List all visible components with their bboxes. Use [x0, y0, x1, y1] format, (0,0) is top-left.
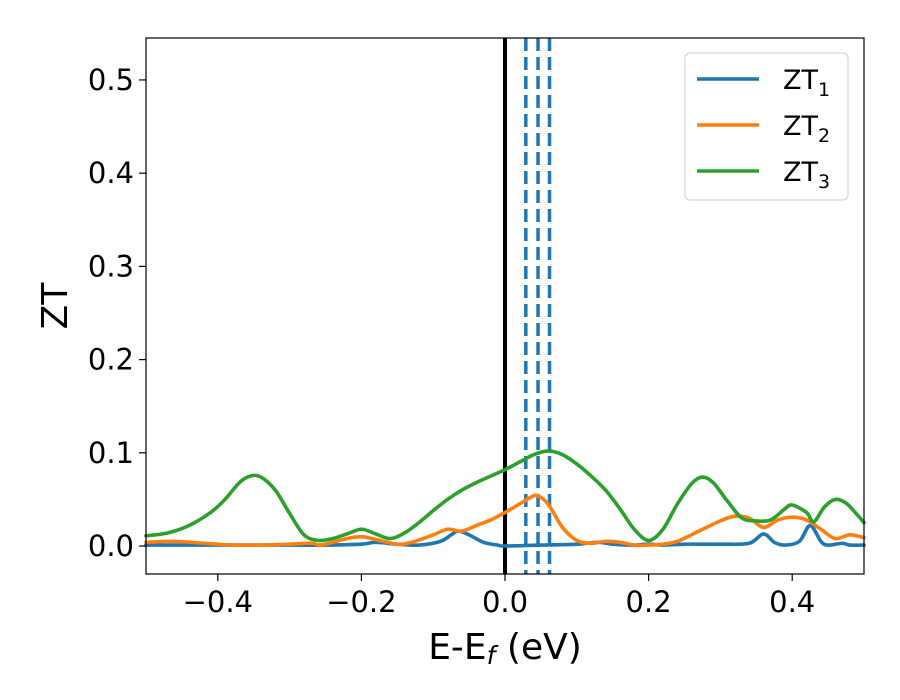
x-axis-title: E-Ef (eV): [428, 627, 582, 670]
y-tick-label: 0.1: [88, 436, 134, 470]
x-tick-label: 0.0: [482, 585, 528, 619]
series-line-zt2: [144, 493, 866, 548]
x-tick-label: −0.2: [326, 585, 396, 619]
legend-label-zt2: ZT2: [783, 111, 830, 147]
x-tick-label: 0.4: [769, 585, 815, 619]
y-tick-label: 0.5: [88, 63, 134, 97]
x-tick-label: 0.2: [626, 585, 672, 619]
x-axis-ticks: −0.4 −0.2 0.0 0.2 0.4: [183, 574, 815, 619]
vertical-marker-lines: [503, 38, 552, 574]
y-tick-label: 0.3: [88, 249, 134, 283]
x-tick-label: −0.4: [183, 585, 253, 619]
legend: ZT1 ZT2 ZT3: [684, 52, 849, 201]
y-tick-label: 0.2: [88, 343, 134, 377]
series-layer: [144, 449, 866, 548]
x-axis-title-main: E-E: [428, 627, 486, 668]
legend-box: [684, 52, 849, 201]
y-axis-ticks: 0.0 0.1 0.2 0.3 0.4 0.5: [88, 63, 146, 563]
x-axis-title-unit: (eV): [495, 627, 581, 668]
legend-label-zt1: ZT1: [783, 65, 830, 101]
y-tick-label: 0.0: [88, 529, 134, 563]
y-axis-title: ZT: [35, 282, 76, 330]
series-line-zt3: [144, 449, 866, 543]
y-tick-label: 0.4: [88, 156, 134, 190]
legend-label-zt3: ZT3: [783, 157, 830, 193]
